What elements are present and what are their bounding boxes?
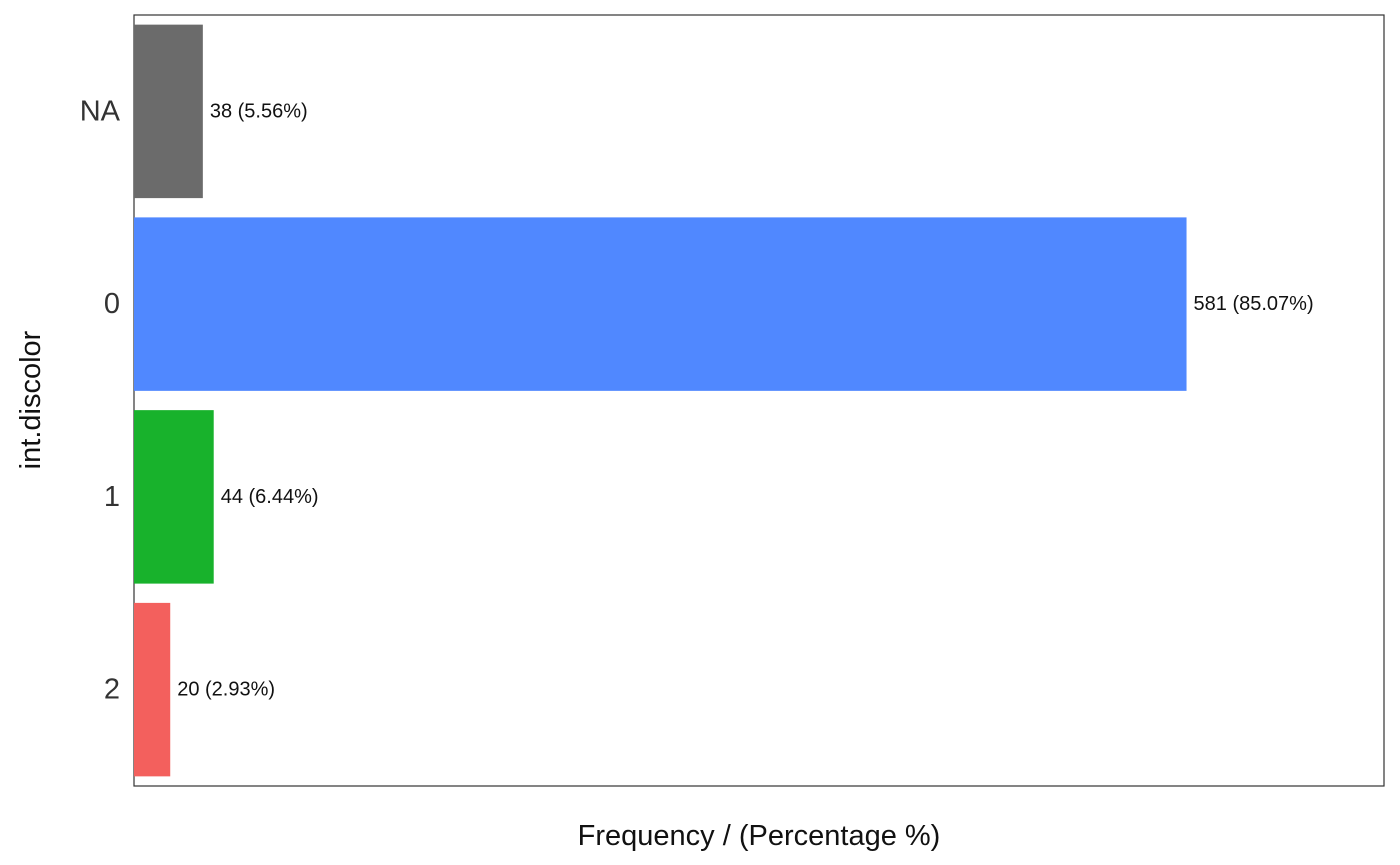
y-tick-label-0: 0 bbox=[104, 288, 120, 320]
data-label-1: 44 (6.44%) bbox=[221, 486, 319, 508]
data-labels-layer: 38 (5.56%) 581 (85.07%) 44 (6.44%) 20 (2.93… bbox=[177, 100, 1313, 700]
y-axis-title: int.discolor bbox=[15, 330, 47, 469]
bar-1 bbox=[134, 410, 214, 584]
data-label-0: 581 (85.07%) bbox=[1194, 293, 1314, 315]
y-axis-tick-labels: NA 0 1 2 bbox=[80, 95, 121, 705]
plot-panel-border bbox=[133, 14, 1385, 787]
data-label-2: 20 (2.93%) bbox=[177, 679, 275, 701]
x-axis-title: Frequency / (Percentage %) bbox=[578, 820, 941, 852]
data-label-NA: 38 (5.56%) bbox=[210, 100, 308, 122]
bar-NA bbox=[134, 24, 203, 199]
bar-0 bbox=[134, 217, 1187, 391]
y-tick-label-NA: NA bbox=[80, 95, 121, 127]
bars-layer bbox=[134, 24, 1187, 777]
bar-2 bbox=[134, 602, 171, 777]
y-tick-label-1: 1 bbox=[104, 481, 120, 513]
y-tick-label-2: 2 bbox=[104, 674, 120, 706]
